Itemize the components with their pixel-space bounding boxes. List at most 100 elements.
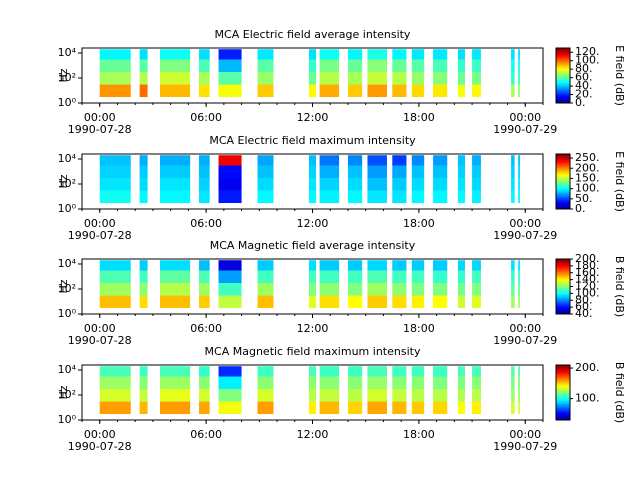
colorbar-swatch [556,275,570,278]
spectrogram-cell [392,260,407,271]
spectrogram-cell [511,401,515,415]
spectrogram-cell [347,59,363,73]
spectrogram-cell [392,190,407,204]
spectrogram-cell [139,260,148,271]
spectrogram-cell [199,295,210,309]
colorbar-swatch [556,60,570,63]
colorbar-swatch [556,86,570,89]
spectrogram-cell [347,165,363,179]
colorbar-swatch [556,83,570,86]
spectrogram-cell [308,401,317,415]
colorbar-swatch [556,304,570,307]
colorbar-swatch [556,75,570,78]
colorbar-swatch [556,399,570,402]
spectrogram-cell [139,190,148,204]
colorbar-swatch [556,403,570,406]
spectrogram-cell [218,190,242,204]
spectrogram-cell [472,59,481,73]
spectrogram-cell [367,283,387,296]
spectrogram-cell [518,190,520,204]
colorbar-swatch [556,377,570,380]
colorbar-swatch [556,193,570,196]
spectrogram-cell [199,190,210,204]
colorbar-swatch [556,85,570,87]
spectrogram-cell [160,84,191,98]
spectrogram-cell [433,389,448,402]
colorbar-swatch [556,90,570,93]
spectrogram-cell [367,49,387,60]
x-tick-label: 12:00 [297,217,329,230]
colorbar-swatch [556,297,570,300]
colorbar-swatch [556,264,570,267]
spectrogram-cell [319,178,340,191]
colorbar-swatch [556,398,570,400]
spectrogram-cell [367,155,387,166]
colorbar-swatch [556,196,570,199]
spectrogram-cell [472,295,481,309]
spectrogram-cell [472,178,481,191]
colorbar-swatch [556,301,570,304]
spectrogram-cell [257,165,274,179]
colorbar-swatch [556,158,570,160]
colorbar-swatch [556,298,570,301]
spectrogram-cell [392,72,407,85]
colorbar-swatch [556,100,570,103]
spectrogram-cell [139,270,148,284]
spectrogram-cell [511,295,515,309]
x-tick-label: 06:00 [190,322,222,335]
spectrogram-cell [367,366,387,377]
spectrogram-cell [218,283,242,296]
spectrogram-cell [160,389,191,402]
colorbar-swatch [556,177,570,180]
colorbar-swatch [556,283,570,286]
spectrogram-cell [319,283,340,296]
colorbar-swatch [556,268,570,271]
spectrogram-cell [511,376,515,390]
colorbar-swatch [556,279,570,282]
y-tick-label: 10⁴ [58,257,77,270]
spectrogram-cell [347,283,363,296]
colorbar-swatch [556,311,570,314]
spectrogram-cell [139,49,148,60]
spectrogram-cell [99,366,131,377]
colorbar-tick-label: 120. [575,280,600,293]
colorbar-swatch [556,381,570,384]
colorbar-swatch [556,198,570,200]
spectrogram-cell [257,260,274,271]
spectrogram-cell [367,401,387,415]
spectrogram-cell [218,59,242,73]
spectrogram-cell [457,295,465,309]
spectrogram-cell [518,155,520,166]
colorbar-swatch [556,159,570,162]
colorbar-swatch [556,414,570,417]
spectrogram-cell [411,190,425,204]
spectrogram-cell [433,155,448,166]
colorbar-swatch [556,54,570,57]
spectrogram-cell [139,72,148,85]
spectrogram-cell [319,190,340,204]
colorbar-swatch [556,407,570,410]
spectrogram-cell [257,401,274,415]
colorbar-swatch [556,178,570,181]
spectrogram-cell [218,49,242,60]
spectrogram-cell [308,270,317,284]
colorbar-swatch [556,169,570,171]
colorbar-frame [555,364,571,421]
colorbar-tick-label: 20. [575,88,593,101]
spectrogram-cell [392,295,407,309]
spectrogram-cell [319,366,340,377]
x-date-label: 1990-07-28 [68,440,132,453]
spectrogram-cell [160,178,191,191]
y-axis-label: Hz [57,279,70,293]
spectrogram-cell [347,178,363,191]
colorbar-frame [555,153,571,210]
colorbar-swatch [556,170,570,173]
spectrogram-cell [347,376,363,390]
colorbar-swatch [556,290,570,293]
spectrogram-cell [433,49,448,60]
spectrogram-cell [472,84,481,98]
spectrogram-cell [347,49,363,60]
colorbar-swatch [556,373,570,376]
x-tick-label: 06:00 [190,111,222,124]
